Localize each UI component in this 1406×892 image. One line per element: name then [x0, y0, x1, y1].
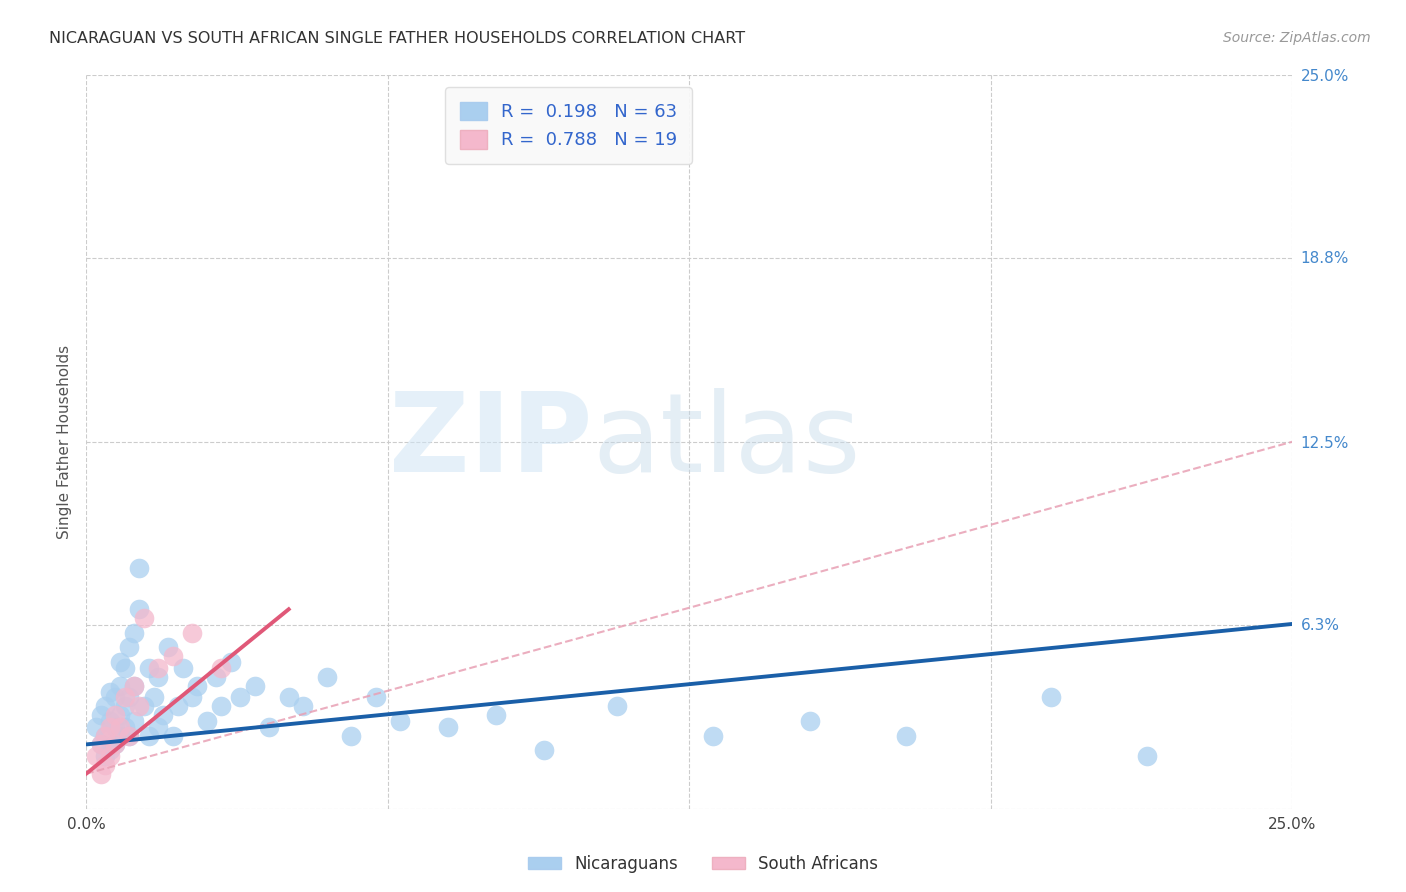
Point: [166, 699, 188, 714]
Point: [437, 720, 460, 734]
Point: [108, 720, 131, 734]
Point: [316, 670, 339, 684]
Point: [98, 714, 121, 728]
Point: [195, 714, 218, 728]
Point: [364, 690, 387, 705]
Point: [118, 640, 141, 655]
Point: [104, 738, 127, 752]
Point: [114, 699, 136, 714]
Point: [108, 679, 131, 693]
Point: [124, 679, 146, 693]
Point: [104, 690, 127, 705]
Point: [138, 661, 160, 675]
Point: [209, 661, 232, 675]
Point: [896, 729, 918, 743]
Point: [142, 690, 165, 705]
Point: [118, 729, 141, 743]
Point: [799, 714, 821, 728]
Point: [114, 720, 136, 734]
Point: [157, 640, 180, 655]
Legend: R =  0.198   N = 63, R =  0.788   N = 19: R = 0.198 N = 63, R = 0.788 N = 19: [446, 87, 692, 164]
Point: [98, 743, 121, 757]
Point: [132, 699, 155, 714]
Point: [186, 679, 208, 693]
Point: [94, 729, 117, 743]
Point: [152, 708, 174, 723]
Point: [1039, 690, 1062, 705]
Point: [606, 699, 628, 714]
Point: [172, 661, 194, 675]
Point: [90, 738, 112, 752]
Point: [388, 714, 411, 728]
Point: [277, 690, 299, 705]
Point: [98, 684, 121, 698]
Point: [108, 708, 131, 723]
Point: [259, 720, 281, 734]
Point: [90, 738, 112, 752]
Point: [128, 699, 150, 714]
Point: [90, 766, 112, 780]
Point: [148, 720, 170, 734]
Point: [229, 690, 252, 705]
Point: [108, 655, 131, 669]
Point: [292, 699, 315, 714]
Point: [118, 729, 141, 743]
Point: [94, 758, 117, 772]
Point: [205, 670, 228, 684]
Point: [162, 649, 184, 664]
Point: [90, 708, 112, 723]
Text: ZIP: ZIP: [389, 388, 592, 495]
Point: [243, 679, 266, 693]
Point: [702, 729, 724, 743]
Point: [114, 661, 136, 675]
Point: [209, 699, 232, 714]
Point: [128, 561, 150, 575]
Point: [148, 661, 170, 675]
Point: [104, 708, 127, 723]
Point: [1136, 749, 1159, 764]
Point: [138, 729, 160, 743]
Point: [108, 729, 131, 743]
Point: [219, 655, 242, 669]
Point: [98, 749, 121, 764]
Point: [162, 729, 184, 743]
Point: [104, 738, 127, 752]
Y-axis label: Single Father Households: Single Father Households: [58, 344, 72, 539]
Point: [94, 729, 117, 743]
Point: [104, 720, 127, 734]
Point: [98, 720, 121, 734]
Point: [124, 679, 146, 693]
Point: [533, 743, 555, 757]
Point: [340, 729, 363, 743]
Point: [148, 670, 170, 684]
Point: [114, 690, 136, 705]
Point: [84, 720, 107, 734]
Legend: Nicaraguans, South Africans: Nicaraguans, South Africans: [522, 848, 884, 880]
Point: [124, 625, 146, 640]
Point: [132, 611, 155, 625]
Text: NICARAGUAN VS SOUTH AFRICAN SINGLE FATHER HOUSEHOLDS CORRELATION CHART: NICARAGUAN VS SOUTH AFRICAN SINGLE FATHE…: [49, 31, 745, 46]
Text: Source: ZipAtlas.com: Source: ZipAtlas.com: [1223, 31, 1371, 45]
Point: [181, 690, 204, 705]
Point: [84, 749, 107, 764]
Point: [94, 699, 117, 714]
Text: atlas: atlas: [592, 388, 860, 495]
Point: [124, 714, 146, 728]
Point: [181, 625, 204, 640]
Point: [118, 690, 141, 705]
Point: [485, 708, 508, 723]
Point: [94, 749, 117, 764]
Point: [128, 602, 150, 616]
